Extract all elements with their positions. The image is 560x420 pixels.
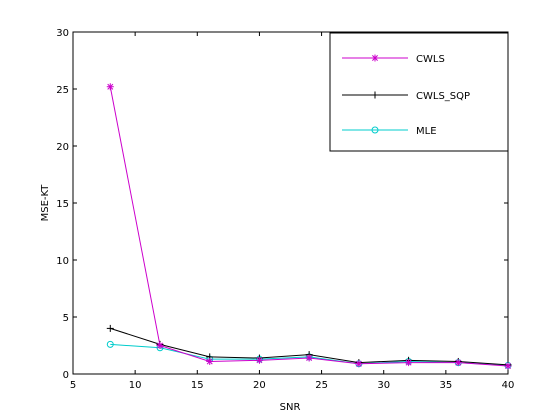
data-point-circle — [371, 126, 379, 134]
data-point — [106, 83, 114, 91]
legend: CWLS CWLS_SQP MLE — [329, 32, 509, 152]
x-tick-label: 20 — [253, 380, 266, 391]
x-tick-label: 5 — [70, 380, 76, 391]
legend-item: CWLS_SQP — [342, 91, 470, 102]
legend-box — [329, 32, 509, 152]
y-tick-label: 30 — [56, 28, 69, 39]
x-tick-label: 10 — [129, 380, 142, 391]
data-point — [454, 359, 462, 367]
data-point — [504, 362, 512, 370]
data-point — [305, 354, 313, 362]
x-tick-label: 25 — [315, 380, 328, 391]
x-tick-label: 15 — [191, 380, 204, 391]
y-tick-label: 10 — [56, 256, 69, 267]
data-point-d2 — [505, 363, 511, 369]
y-tick-label: 25 — [56, 85, 69, 96]
legend-label: MLE — [416, 126, 437, 137]
data-point-d2 — [372, 55, 378, 61]
y-tick-label: 15 — [56, 199, 69, 210]
data-point — [106, 324, 114, 332]
y-tick-label: 20 — [56, 142, 69, 153]
data-point — [355, 360, 363, 368]
legend-item: MLE — [342, 126, 437, 137]
data-point — [206, 357, 214, 365]
data-point-d2 — [455, 359, 462, 366]
data-point — [106, 340, 114, 348]
data-point-d2 — [405, 359, 412, 366]
series-layer — [106, 83, 512, 370]
series-cwls — [106, 83, 512, 370]
y-axis: 0 5 10 15 20 25 30 — [56, 28, 508, 381]
data-point-d2 — [355, 360, 362, 367]
x-axis-label: SNR — [280, 402, 301, 413]
data-point — [405, 359, 413, 367]
data-point — [156, 342, 164, 349]
data-point-circle — [106, 340, 114, 348]
data-point — [371, 126, 379, 134]
data-point-d2 — [107, 83, 114, 90]
x-tick-label: 35 — [439, 380, 452, 391]
x-axis: 5 10 15 20 25 30 35 40 — [70, 32, 515, 391]
data-point-d2 — [306, 355, 313, 362]
data-point-d2 — [256, 357, 263, 364]
data-point — [255, 356, 263, 364]
legend-label: CWLS — [416, 54, 445, 65]
x-tick-label: 30 — [377, 380, 390, 391]
x-tick-label: 40 — [502, 380, 515, 391]
data-point-d2 — [157, 342, 163, 349]
data-point-d2 — [206, 358, 213, 365]
data-point — [371, 91, 379, 99]
legend-item: CWLS — [342, 54, 445, 65]
y-tick-label: 0 — [63, 370, 69, 381]
y-axis-label: MSE-KT — [40, 184, 51, 222]
legend-label: CWLS_SQP — [416, 91, 470, 102]
y-tick-label: 5 — [63, 313, 69, 324]
data-point — [371, 54, 379, 62]
